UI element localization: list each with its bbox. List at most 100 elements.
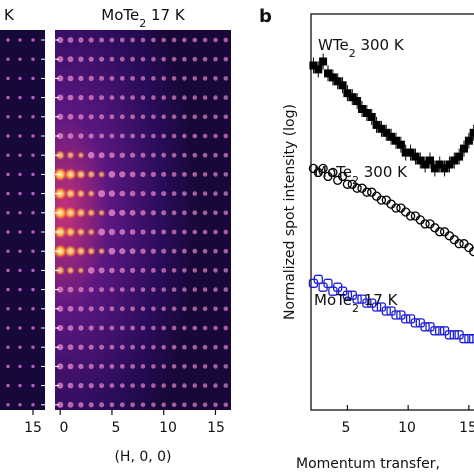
diffraction-spot: [67, 75, 74, 82]
diffraction-spot: [53, 244, 68, 259]
diffraction-spot: [108, 228, 116, 236]
diffraction-spot: [75, 246, 87, 257]
scatter-plot-frame: [310, 13, 474, 411]
diffraction-spot: [67, 344, 74, 351]
diffraction-spot: [78, 133, 84, 139]
diffraction-spot: [213, 325, 218, 331]
middle-x-axis-label: (H, 0, 0): [114, 449, 171, 465]
diffraction-spot: [223, 133, 229, 139]
data-point: [371, 302, 382, 312]
diffraction-spot: [87, 228, 96, 236]
diffraction-spot: [161, 364, 166, 369]
diffraction-spot: [192, 191, 198, 196]
diffraction-spot: [18, 76, 22, 81]
diffraction-spot: [119, 76, 125, 81]
diffraction-spot: [108, 247, 116, 255]
diffraction-spot: [202, 287, 208, 292]
diffraction-spot: [161, 344, 166, 350]
diffraction-spot: [31, 364, 35, 369]
diffraction-spot: [6, 249, 10, 253]
diffraction-spot: [171, 268, 177, 273]
diffraction-spot: [171, 133, 177, 139]
diffraction-spot: [57, 56, 64, 63]
diffraction-spot: [78, 344, 84, 350]
diffraction-spot: [119, 287, 125, 292]
diffraction-spot: [140, 402, 146, 408]
diffraction-spot: [109, 76, 115, 81]
diffraction-spot: [67, 401, 74, 408]
diffraction-spot: [223, 152, 229, 158]
diffraction-spot: [182, 306, 187, 312]
diffraction-spot: [192, 229, 198, 235]
diffraction-spot: [78, 75, 84, 82]
diffraction-spot: [182, 210, 187, 216]
diffraction-spot: [6, 307, 10, 311]
diffraction-spot: [171, 383, 177, 388]
diffraction-spot: [109, 152, 115, 158]
left-panel-image: [0, 30, 45, 410]
diffraction-spot: [88, 95, 94, 101]
diffraction-spot: [213, 364, 218, 369]
middle-panel-image: [55, 30, 231, 410]
diffraction-spot: [161, 402, 166, 408]
diffraction-spot: [99, 383, 105, 389]
diffraction-spot: [98, 267, 105, 274]
diffraction-spot: [223, 56, 229, 62]
diffraction-spot: [87, 267, 95, 274]
diffraction-spot: [151, 325, 156, 331]
diffraction-spot: [130, 344, 136, 350]
diffraction-spot: [171, 152, 177, 158]
diffraction-spot: [182, 76, 187, 81]
diffraction-spot: [18, 230, 22, 234]
diffraction-spot: [67, 94, 74, 101]
diffraction-spot: [119, 56, 125, 62]
diffraction-spot: [18, 287, 22, 292]
diffraction-spot: [171, 229, 177, 235]
diffraction-spot: [119, 325, 125, 331]
diffraction-spot: [213, 191, 218, 196]
diffraction-spot: [6, 383, 10, 388]
diffraction-spot: [161, 325, 166, 331]
diffraction-spot: [18, 115, 22, 119]
diffraction-spot: [109, 306, 115, 312]
diffraction-spot: [213, 114, 218, 120]
diffraction-spot: [31, 326, 35, 330]
diffraction-spot: [88, 56, 94, 62]
diffraction-spot: [6, 287, 10, 292]
diffraction-spot: [192, 210, 198, 216]
diffraction-spot: [140, 114, 146, 120]
diffraction-spot: [161, 191, 167, 197]
diffraction-spot: [130, 152, 136, 158]
middle-tick-label-10: 10: [159, 420, 177, 436]
diffraction-spot: [192, 287, 198, 292]
diffraction-spot: [99, 363, 105, 369]
diffraction-spot: [130, 383, 136, 388]
left-panel-title-fragment: K: [4, 6, 15, 24]
data-point: [376, 195, 387, 205]
diffraction-spot: [76, 189, 86, 199]
diffraction-spot: [213, 383, 218, 388]
diffraction-spot: [223, 268, 229, 273]
diffraction-spot: [119, 402, 125, 408]
data-point: [430, 326, 440, 336]
diffraction-spot: [31, 115, 35, 119]
diffraction-spot: [140, 95, 146, 100]
diffraction-spot: [129, 190, 136, 197]
data-point: [469, 128, 474, 137]
diffraction-spot: [97, 209, 106, 217]
diffraction-spot: [161, 171, 167, 177]
diffraction-spot: [57, 324, 64, 332]
diffraction-spot: [18, 383, 22, 388]
diffraction-spot: [182, 95, 187, 100]
scatter-points: [308, 53, 474, 346]
diffraction-spot: [64, 244, 77, 258]
diffraction-spot: [182, 37, 187, 43]
middle-tick-label-5: 5: [112, 420, 121, 436]
diffraction-spot: [202, 210, 208, 216]
diffraction-spot: [99, 75, 105, 81]
diffraction-spot: [109, 325, 115, 331]
diffraction-spot: [223, 364, 229, 369]
data-point: [313, 274, 323, 284]
diffraction-spot: [78, 286, 84, 293]
diffraction-spot: [57, 305, 64, 312]
